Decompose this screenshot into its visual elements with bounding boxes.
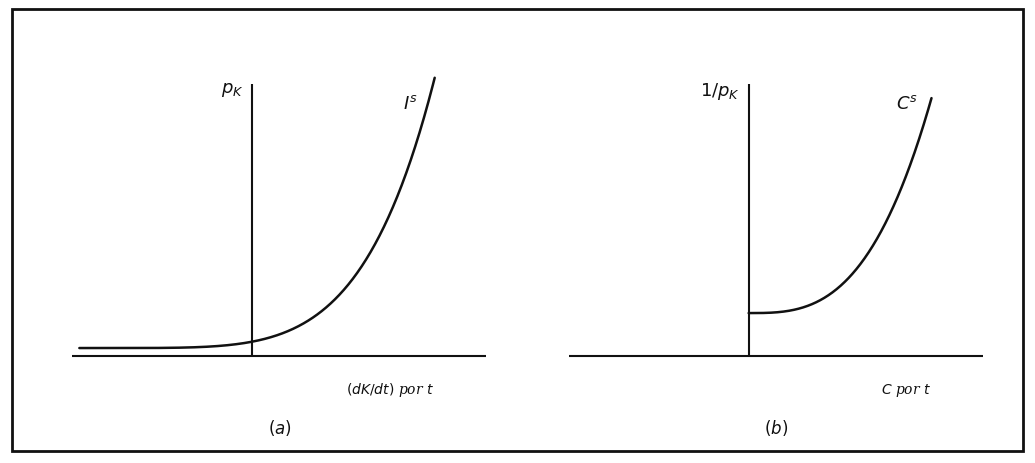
Text: $C^s$: $C^s$ [896, 95, 918, 113]
Text: $(b)$: $(b)$ [764, 418, 789, 438]
Text: $I^s$: $I^s$ [403, 95, 418, 113]
Text: $(dK/dt)$ por $t$: $(dK/dt)$ por $t$ [347, 382, 435, 400]
Text: $1/p_K$: $1/p_K$ [700, 81, 740, 102]
Text: $C$ por $t$: $C$ por $t$ [881, 382, 932, 399]
Text: $(a)$: $(a)$ [268, 418, 291, 438]
Text: $p_K$: $p_K$ [220, 81, 243, 99]
